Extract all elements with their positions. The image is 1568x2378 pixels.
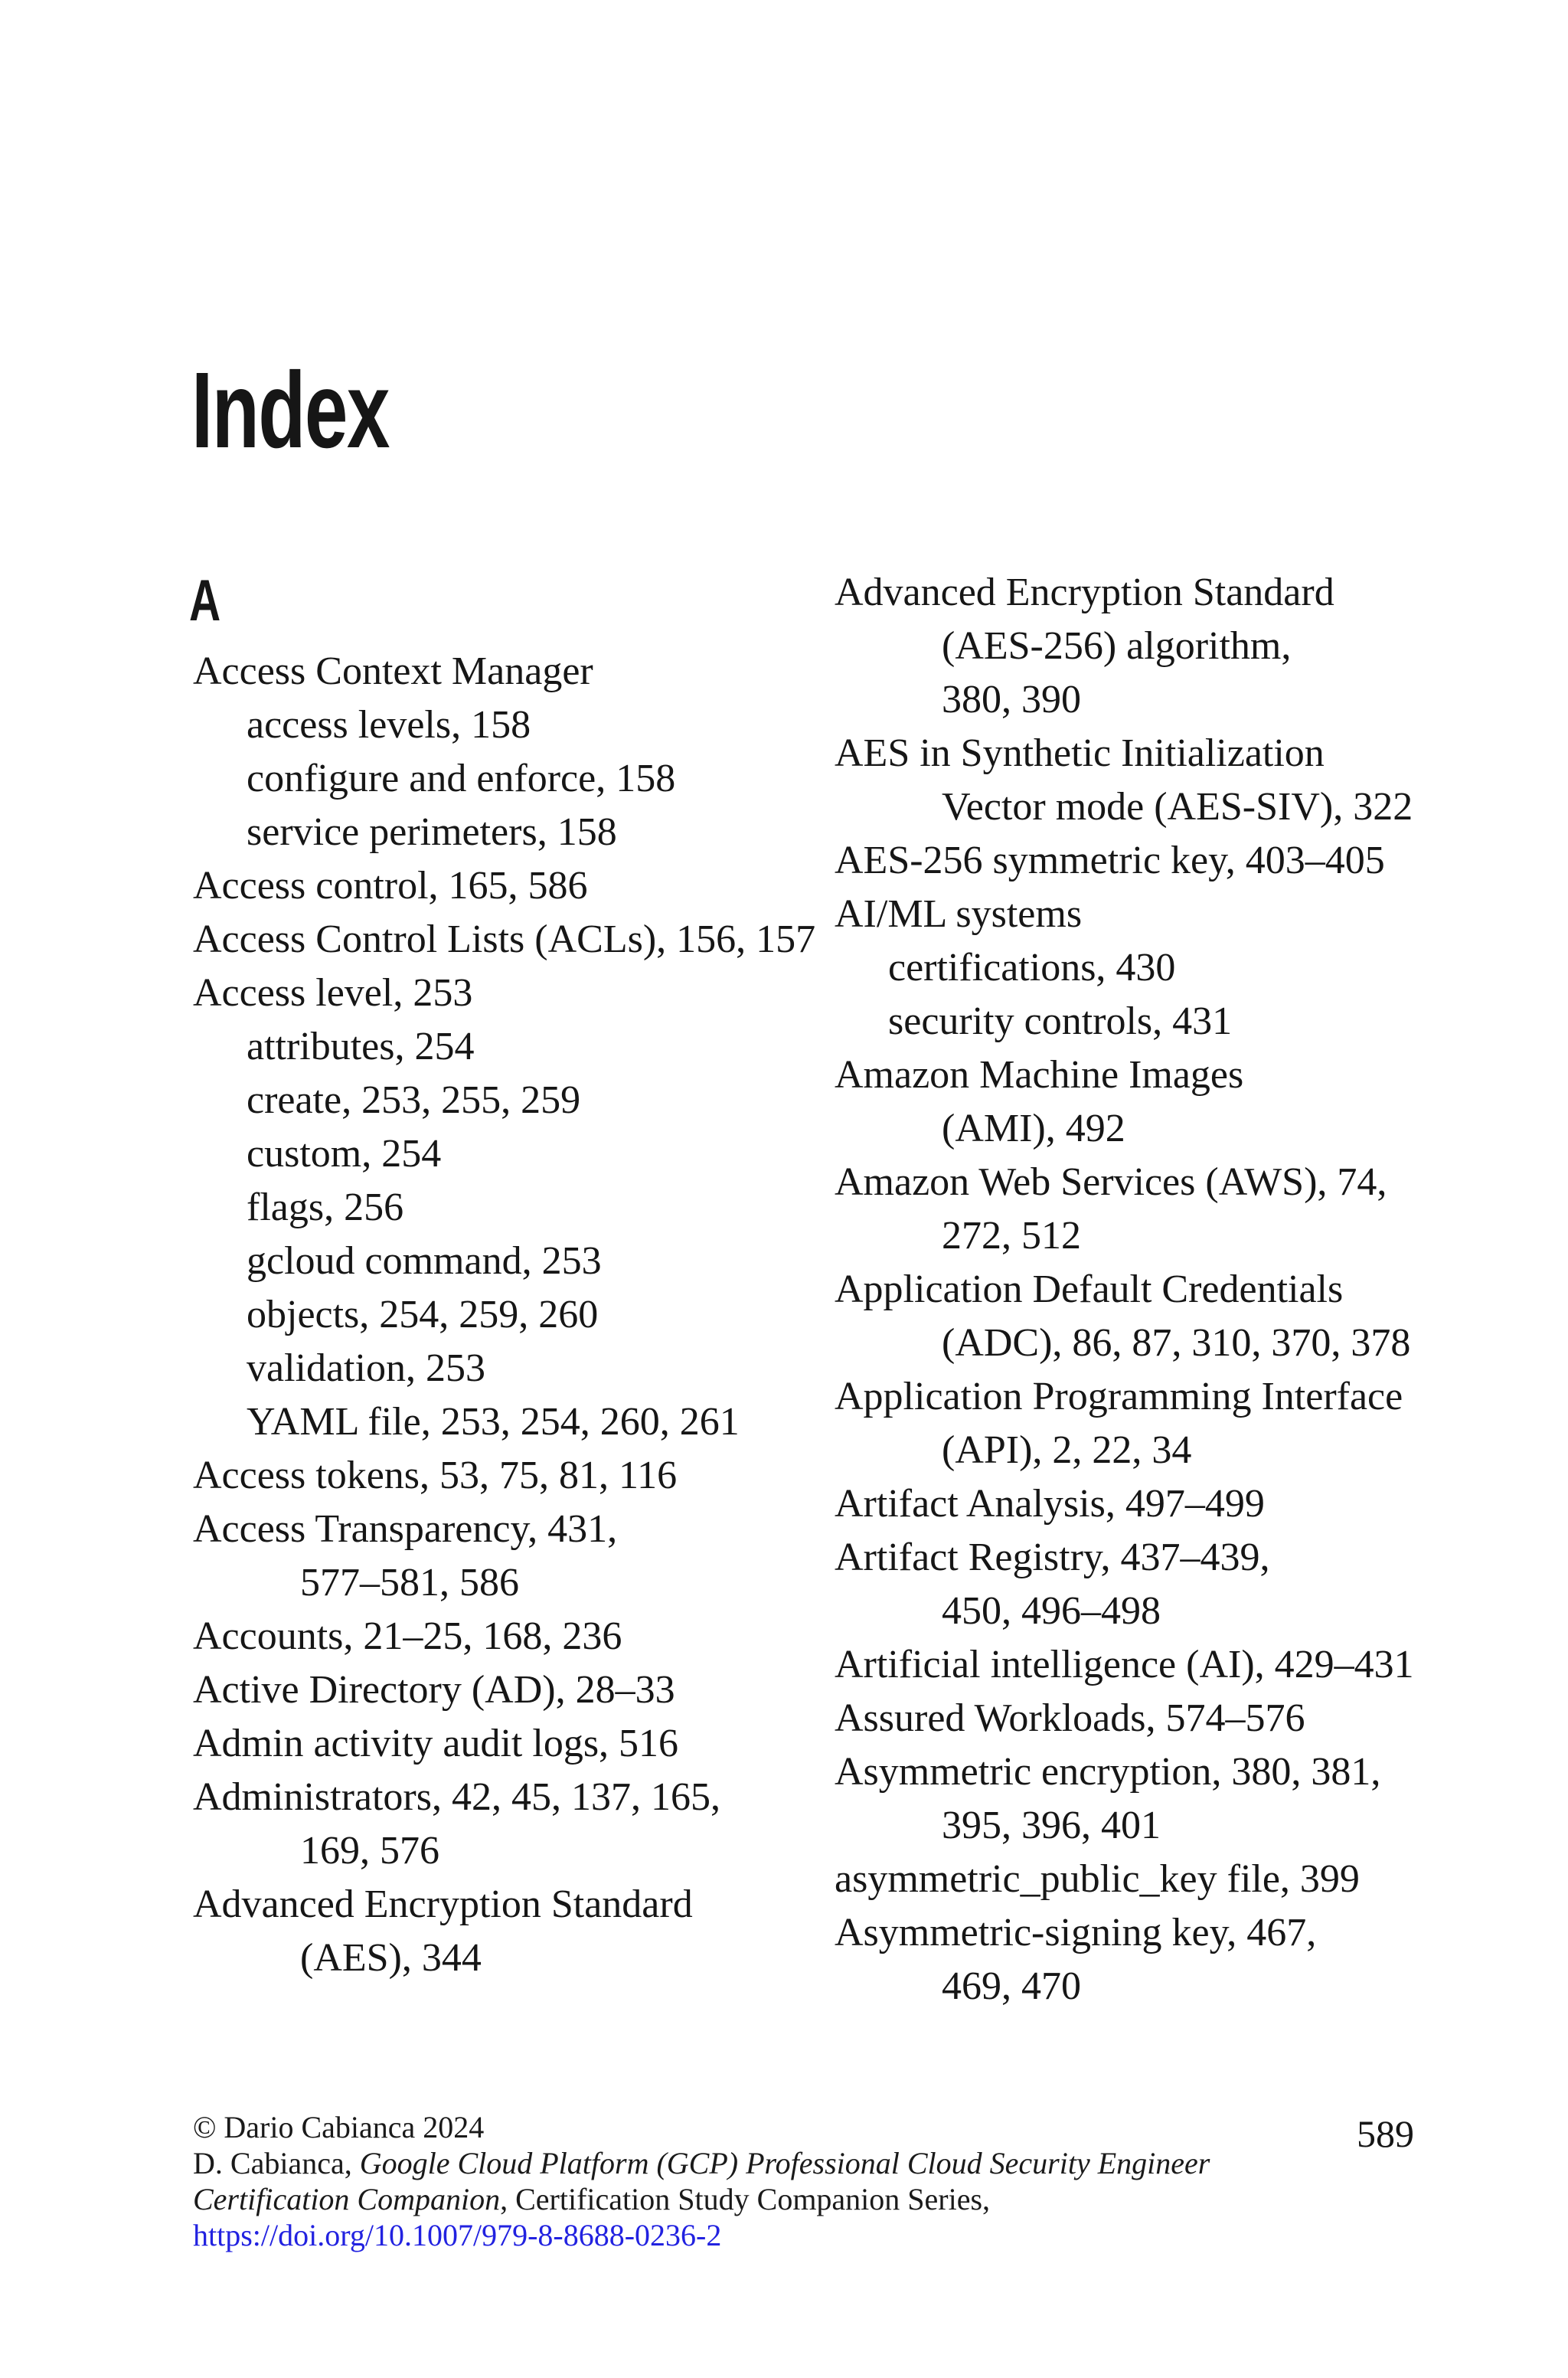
doi-link[interactable]: https://doi.org/10.1007/979-8-8688-0236-… — [193, 2218, 722, 2252]
index-entry-line: 469, 470 — [942, 1964, 1081, 2008]
page-title: Index — [191, 349, 390, 470]
index-entry-line: Amazon Machine Images — [835, 1053, 1244, 1097]
index-entry-line: Accounts, 21–25, 168, 236 — [193, 1614, 622, 1658]
index-entry-line: 380, 390 — [942, 678, 1081, 721]
index-entry-line: Access tokens, 53, 75, 81, 116 — [193, 1454, 678, 1497]
index-entry-line: create, 253, 255, 259 — [247, 1078, 581, 1122]
index-entry-line: gcloud command, 253 — [247, 1239, 602, 1283]
index-entry-line: Access level, 253 — [193, 971, 473, 1015]
index-entry-line: 577–581, 586 — [300, 1561, 519, 1604]
index-entry-line: Access Context Manager — [193, 649, 593, 693]
index-entry-line: Assured Workloads, 574–576 — [835, 1696, 1305, 1740]
index-entry-line: Artificial intelligence (AI), 429–431 — [835, 1643, 1414, 1686]
index-entry-line: validation, 253 — [247, 1346, 485, 1390]
index-entry-line: custom, 254 — [247, 1132, 442, 1176]
footer: © Dario Cabianca 2024 D. Cabianca, Googl… — [193, 2109, 1210, 2253]
index-entry-line: YAML file, 253, 254, 260, 261 — [247, 1400, 740, 1444]
index-entry-line: Access Transparency, 431, — [193, 1507, 618, 1551]
index-entry-line: Admin activity audit logs, 516 — [193, 1722, 679, 1765]
index-entry-line: Amazon Web Services (AWS), 74, — [835, 1160, 1387, 1204]
index-entry-line: AES-256 symmetric key, 403–405 — [835, 839, 1385, 882]
citation-2-italic: Certification Companion — [193, 2182, 501, 2216]
index-left-column: Access Context Manager access levels, 15… — [193, 645, 815, 1985]
index-entry-line: objects, 254, 259, 260 — [247, 1293, 599, 1336]
index-entry-line: Artifact Analysis, 497–499 — [835, 1482, 1265, 1526]
index-entry-line: Advanced Encryption Standard — [835, 571, 1334, 614]
index-entry-line: 169, 576 — [300, 1829, 439, 1873]
index-right-column: Advanced Encryption Standard (AES-256) a… — [835, 566, 1414, 2013]
index-entry-line: security controls, 431 — [888, 999, 1233, 1043]
page-number: 589 — [1357, 2112, 1414, 2155]
index-entry-line: Application Default Credentials — [835, 1268, 1344, 1311]
index-entry-line: Advanced Encryption Standard — [193, 1882, 693, 1926]
index-entry-line: AI/ML systems — [835, 892, 1083, 936]
index-entry-line: attributes, 254 — [247, 1025, 475, 1068]
citation-line-1: D. Cabianca, Google Cloud Platform (GCP)… — [193, 2145, 1210, 2181]
index-entry-line: Administrators, 42, 45, 137, 165, — [193, 1775, 720, 1819]
doi-line: https://doi.org/10.1007/979-8-8688-0236-… — [193, 2217, 1210, 2253]
citation-2-roman-tail: , Certification Study Companion Series, — [500, 2182, 991, 2216]
index-entry-line: (AES), 344 — [300, 1936, 482, 1980]
index-entry-line: 272, 512 — [942, 1214, 1081, 1258]
index-entry-line: (AMI), 492 — [942, 1107, 1125, 1150]
citation-1-italic: Google Cloud Platform (GCP) Professional… — [359, 2146, 1210, 2180]
index-entry-line: access levels, 158 — [247, 703, 531, 747]
index-entry-line: AES in Synthetic Initialization — [835, 731, 1325, 775]
index-entry-line: (API), 2, 22, 34 — [942, 1428, 1192, 1472]
index-entry-line: asymmetric_public_key file, 399 — [835, 1857, 1360, 1901]
index-entry-line: Artifact Registry, 437–439, — [835, 1536, 1270, 1579]
index-entry-line: Access Control Lists (ACLs), 156, 157 — [193, 918, 816, 961]
index-entry-line: service perimeters, 158 — [247, 810, 617, 854]
index-entry-line: Asymmetric encryption, 380, 381, — [835, 1750, 1381, 1794]
section-heading-a: A — [189, 568, 221, 633]
citation-line-2: Certification Companion, Certification S… — [193, 2181, 1210, 2217]
index-entry-line: configure and enforce, 158 — [247, 757, 676, 800]
index-entry-line: Access control, 165, 586 — [193, 864, 588, 908]
index-entry-line: Vector mode (AES-SIV), 322 — [942, 785, 1413, 829]
index-entry-line: flags, 256 — [247, 1186, 404, 1229]
index-entry-line: (AES-256) algorithm, — [942, 624, 1292, 668]
copyright-line: © Dario Cabianca 2024 — [193, 2110, 485, 2144]
citation-1-roman: D. Cabianca, — [193, 2146, 360, 2180]
index-entry-line: Asymmetric-signing key, 467, — [835, 1911, 1317, 1954]
index-entry-line: 450, 496–498 — [942, 1589, 1161, 1633]
index-entry-line: certifications, 430 — [888, 946, 1176, 989]
index-entry-line: Active Directory (AD), 28–33 — [193, 1668, 675, 1712]
index-entry-line: (ADC), 86, 87, 310, 370, 378 — [942, 1321, 1411, 1365]
index-entry-line: 395, 396, 401 — [942, 1804, 1161, 1847]
index-entry-line: Application Programming Interface — [835, 1375, 1403, 1418]
